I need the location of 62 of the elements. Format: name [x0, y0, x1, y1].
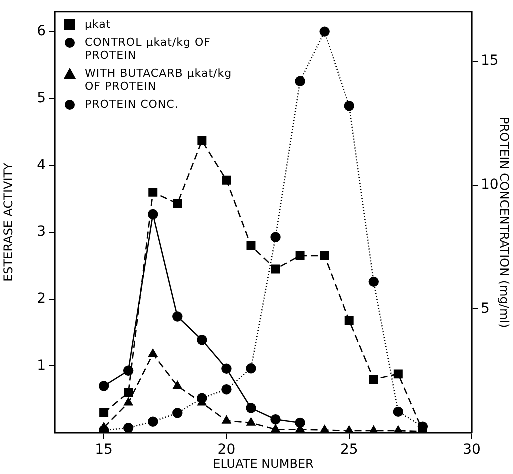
point	[344, 426, 354, 433]
point	[198, 136, 207, 146]
point	[148, 349, 158, 357]
x-tick-label: 30	[463, 442, 481, 458]
x-tick-label: 25	[340, 442, 358, 458]
point	[271, 264, 280, 274]
point	[124, 398, 134, 406]
point	[270, 232, 281, 242]
point	[172, 408, 183, 418]
point	[271, 424, 280, 433]
y-tick-label: 3	[37, 224, 46, 240]
point	[222, 176, 232, 185]
point	[173, 199, 182, 208]
point	[369, 426, 378, 433]
legend-label: WITH BUTACARB μkat/kg OF PROTEIN	[85, 67, 234, 93]
point	[369, 375, 378, 384]
point	[393, 406, 404, 418]
x-tick-label: 20	[218, 442, 236, 458]
y2-axis-title: PROTEIN CONCENTRATION (mg/ml)	[498, 116, 512, 328]
y-tick-label: 5	[37, 90, 46, 107]
y2-tick-label: 15	[481, 53, 499, 70]
point	[320, 251, 330, 260]
point	[368, 276, 379, 288]
point	[246, 418, 256, 426]
point	[123, 366, 134, 376]
point	[172, 312, 183, 322]
y-tick-label: 4	[37, 157, 46, 174]
point	[173, 381, 182, 390]
point	[320, 26, 330, 37]
point	[98, 381, 110, 392]
legend-label: CONTROL μkat/kg OF PROTEIN	[85, 36, 212, 62]
y2-tick-label: 5	[481, 300, 490, 317]
point	[270, 414, 281, 425]
point	[100, 408, 109, 418]
y-tick-label: 6	[37, 24, 46, 40]
point	[320, 425, 330, 433]
point	[246, 364, 256, 374]
legend-label: μkat	[85, 18, 112, 31]
point	[295, 76, 306, 86]
point	[394, 426, 403, 433]
point	[222, 364, 232, 374]
x-tick-label: 15	[95, 442, 113, 458]
point	[296, 251, 305, 260]
point	[344, 316, 354, 326]
y-axis-title: ESTERASE ACTIVITY	[1, 162, 16, 282]
x-axis-title: ELUATE NUMBER	[213, 456, 314, 471]
point	[124, 388, 134, 398]
point	[394, 370, 403, 379]
point	[197, 335, 208, 346]
point	[295, 418, 306, 428]
point	[344, 101, 354, 112]
y2-tick-label: 10	[481, 176, 499, 193]
point	[148, 188, 158, 197]
y-tick-label: 2	[37, 290, 46, 307]
point	[222, 416, 232, 424]
point	[246, 241, 256, 250]
point	[222, 384, 232, 395]
point	[123, 422, 134, 433]
legend-label: PROTEIN CONC.	[85, 98, 179, 111]
point	[246, 403, 256, 414]
y-tick-label: 1	[37, 358, 46, 374]
point	[148, 416, 158, 427]
